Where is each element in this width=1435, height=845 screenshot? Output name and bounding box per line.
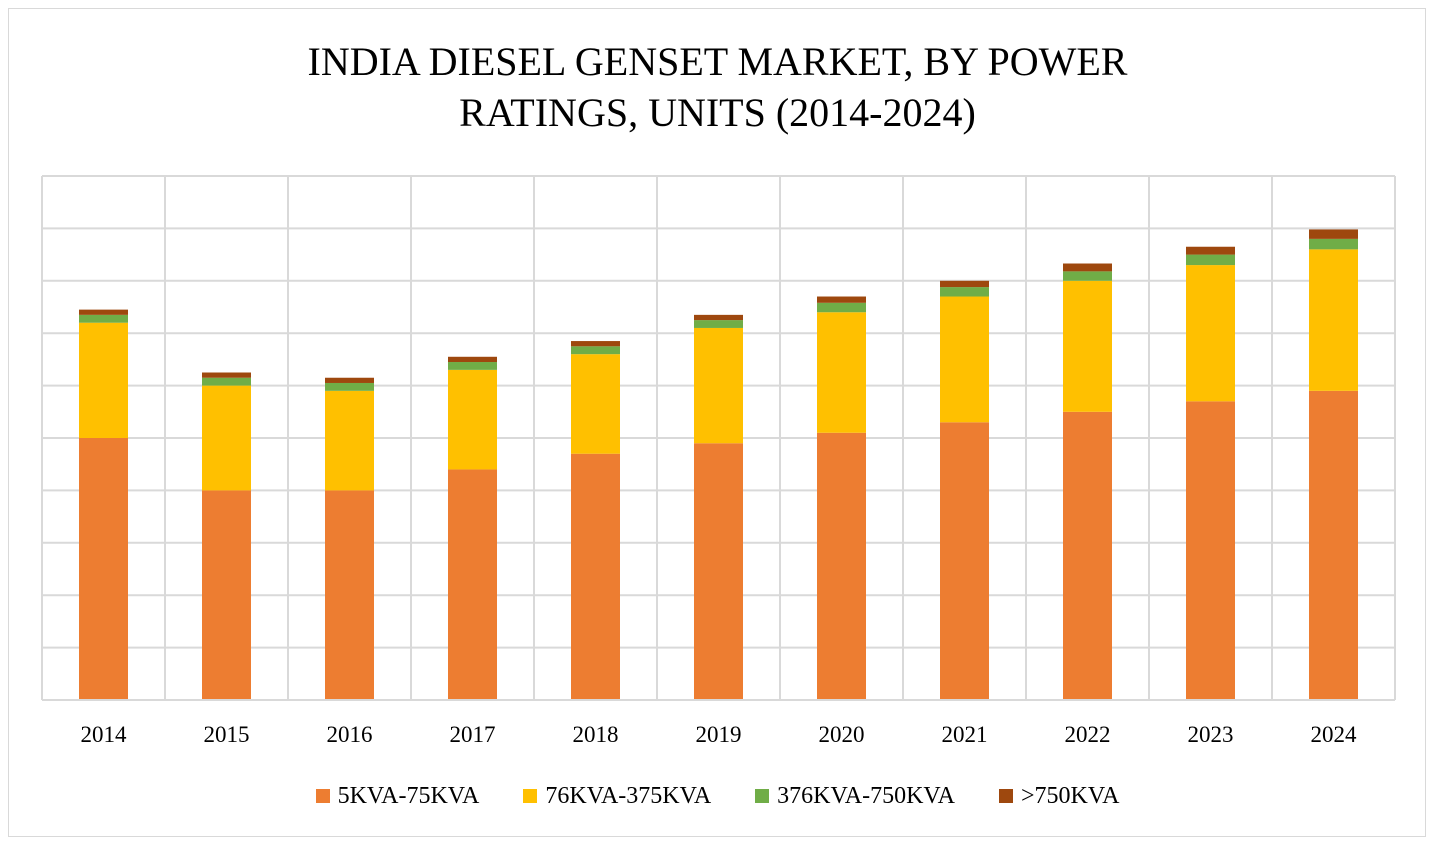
legend-label: 5KVA-75KVA [337,782,480,809]
bar-2023-series-2 [1186,265,1235,402]
bar-2017-series-2 [448,369,497,470]
bar-2024-series-2 [1309,249,1358,391]
bar-2021-series-4 [940,280,989,288]
legend-swatch [998,789,1013,803]
legend-label: 76KVA-375KVA [545,782,712,809]
bar-2017-series-1 [448,469,497,700]
bar-2020-series-2 [817,312,866,433]
bars [79,229,1358,700]
bar-2016-series-4 [325,377,374,383]
x-tick-label: 2022 [1065,722,1111,747]
bar-2015-series-3 [202,377,251,386]
x-tick-label: 2017 [450,722,496,747]
x-tick-label: 2021 [942,722,988,747]
bar-2015-series-1 [202,490,251,700]
bar-2019-series-1 [694,443,743,700]
legend-item: 376KVA-750KVA [755,783,955,810]
bar-2019-series-3 [694,320,743,328]
bar-2020-series-3 [817,302,866,313]
bar-2015-series-2 [202,385,251,491]
bar-2021-series-2 [940,296,989,423]
bar-2024-series-1 [1309,390,1358,700]
bar-2014-series-1 [79,438,128,700]
bar-2017-series-4 [448,356,497,363]
x-tick-label: 2024 [1311,722,1358,747]
legend-item: 5KVA-75KVA [315,782,480,810]
legend-swatch [315,789,330,803]
bar-2022-series-4 [1063,263,1112,272]
chart-title-line-1: INDIA DIESEL GENSET MARKET, BY POWER [307,39,1128,84]
bar-2021-series-3 [940,287,989,297]
x-tick-label: 2016 [327,722,373,747]
bar-2019-series-2 [694,327,743,444]
bar-2018-series-4 [571,341,620,347]
x-tick-label: 2018 [573,722,619,747]
bar-2020-series-1 [817,432,866,700]
chart-title: INDIA DIESEL GENSET MARKET, BY POWER RAT… [0,36,1435,138]
bar-2022-series-3 [1063,271,1112,281]
bar-2016-series-3 [325,382,374,391]
bar-2024-series-3 [1309,238,1358,250]
bar-2018-series-1 [571,453,620,700]
bar-2022-series-2 [1063,280,1112,412]
x-tick-label: 2019 [696,722,742,747]
bar-2023-series-3 [1186,254,1235,266]
bar-2018-series-3 [571,346,620,355]
bar-2021-series-1 [940,422,989,700]
bar-2023-series-1 [1186,401,1235,700]
bar-2020-series-4 [817,296,866,303]
chart-title-line-2: RATINGS, UNITS (2014-2024) [459,90,976,135]
x-tick-label: 2020 [819,722,865,747]
bar-2024-series-4 [1309,229,1358,239]
legend-label: 376KVA-750KVA [777,782,955,809]
bar-2018-series-2 [571,354,620,454]
bar-2016-series-1 [325,490,374,700]
bar-2016-series-2 [325,390,374,491]
bar-2017-series-3 [448,362,497,370]
legend-swatch [523,789,538,803]
x-tick-label: 2014 [81,722,128,747]
x-axis: 2014 2015 2016 2017 2018 2019 2020 2021 2022 2023… [42,699,1395,747]
legend-label: >750KVA [1020,782,1120,809]
bar-2014-series-3 [79,314,128,323]
bar-2019-series-4 [694,314,743,321]
x-tick-label: 2023 [1188,722,1234,747]
x-tick-label: 2015 [204,722,250,747]
bar-2023-series-4 [1186,246,1235,255]
legend-item: 76KVA-375KVA [523,783,711,810]
bar-2015-series-4 [202,372,251,378]
bar-2022-series-1 [1063,411,1112,700]
legend: 5KVA-75KVA 76KVA-375KVA 376KVA-750KVA >750K… [0,780,1435,812]
legend-item: >750KVA [998,782,1120,810]
legend-swatch [755,789,770,803]
bar-2014-series-4 [79,309,128,315]
bar-2014-series-2 [79,322,128,438]
